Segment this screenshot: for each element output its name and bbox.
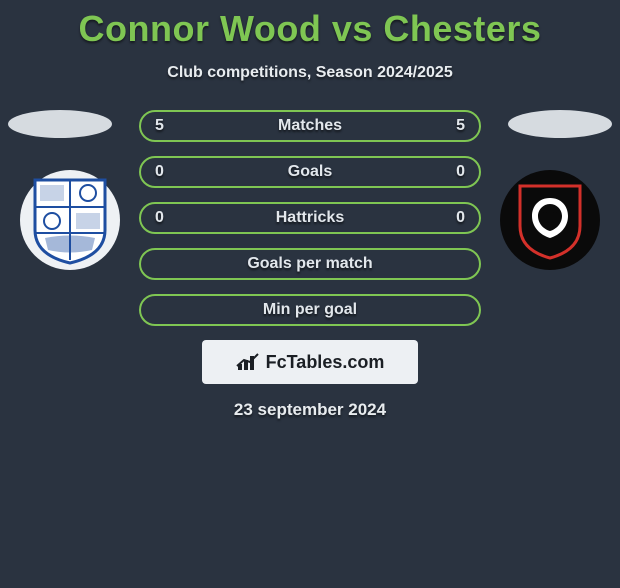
stats-list: 5 Matches 5 0 Goals 0 0 Hattricks 0 Goal… (139, 110, 481, 326)
stat-label: Goals per match (247, 255, 372, 273)
brand-badge: FcTables.com (202, 340, 418, 384)
stat-right-value: 0 (456, 163, 465, 181)
stat-right-value: 5 (456, 117, 465, 135)
bar-chart-icon (236, 352, 260, 372)
brand-text: FcTables.com (266, 352, 385, 373)
stat-label: Hattricks (276, 209, 344, 227)
stat-right-value: 0 (456, 209, 465, 227)
tranmere-crest-icon (30, 175, 110, 265)
stat-row-hattricks: 0 Hattricks 0 (139, 202, 481, 234)
stat-row-goals-per-match: Goals per match (139, 248, 481, 280)
stat-label: Matches (278, 117, 342, 135)
stat-label: Min per goal (263, 301, 357, 319)
stat-row-goals: 0 Goals 0 (139, 156, 481, 188)
stat-label: Goals (288, 163, 332, 181)
salford-crest-icon (515, 180, 585, 260)
club-crest-left (20, 170, 120, 270)
date-label: 23 september 2024 (0, 400, 620, 420)
player-shadow-right (508, 110, 612, 138)
subtitle: Club competitions, Season 2024/2025 (0, 64, 620, 82)
stat-row-min-per-goal: Min per goal (139, 294, 481, 326)
club-crest-right (500, 170, 600, 270)
page-title: Connor Wood vs Chesters (0, 8, 620, 50)
player-shadow-left (8, 110, 112, 138)
stat-left-value: 5 (155, 117, 164, 135)
stat-row-matches: 5 Matches 5 (139, 110, 481, 142)
comparison-panel: 5 Matches 5 0 Goals 0 0 Hattricks 0 Goal… (0, 110, 620, 420)
stat-left-value: 0 (155, 209, 164, 227)
stat-left-value: 0 (155, 163, 164, 181)
